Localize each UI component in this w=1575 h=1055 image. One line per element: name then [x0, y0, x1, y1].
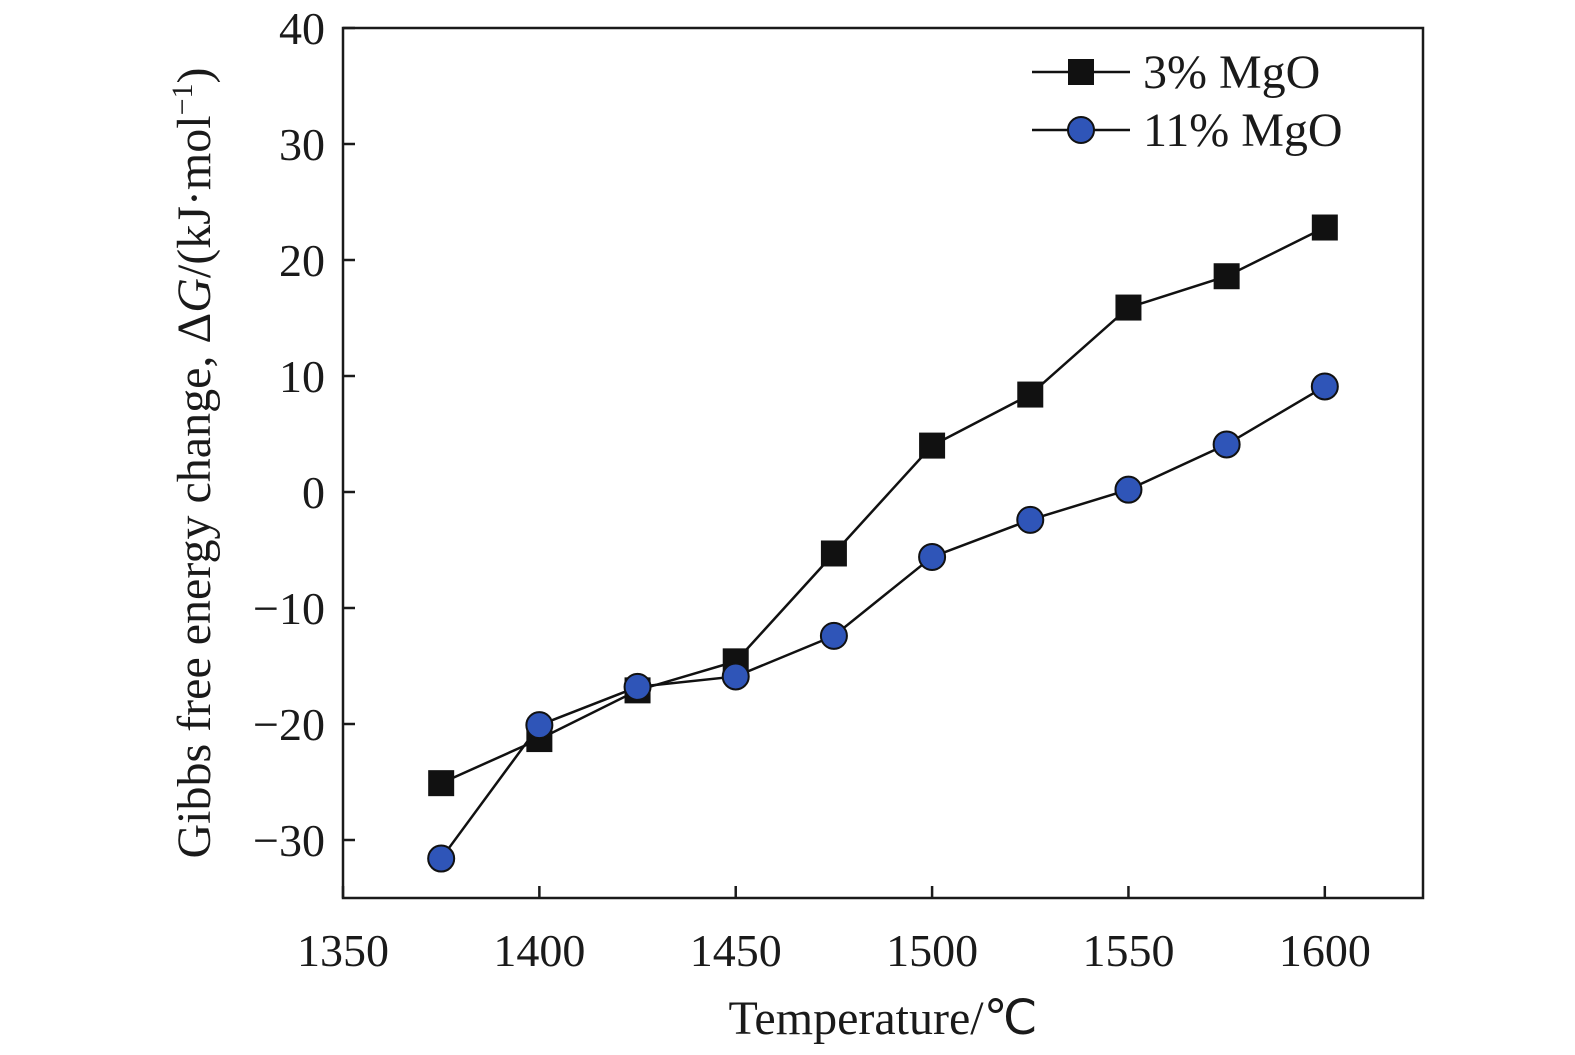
y-axis-title-unit: /(kJ·mol — [168, 115, 221, 278]
x-tick-label: 1600 — [1279, 925, 1371, 976]
data-point — [1016, 505, 1045, 534]
data-point — [918, 542, 947, 571]
y-tick-label: 20 — [279, 235, 325, 286]
legend-label: 3% MgO — [1143, 46, 1320, 99]
series-line — [440, 226, 1326, 785]
y-tick-label: −30 — [253, 815, 325, 866]
y-tick-label: −20 — [253, 699, 325, 750]
y-axis-title-italic: G — [168, 278, 221, 313]
plot-frame — [341, 26, 1425, 900]
y-tick-label: 10 — [279, 351, 325, 402]
series-layer — [427, 214, 1339, 873]
y-axis: −30 −20 −10 0 10 20 30 40 — [253, 3, 355, 866]
y-tick-label: 0 — [302, 467, 325, 518]
y-tick-label: 40 — [279, 3, 325, 54]
data-point — [820, 540, 847, 567]
series-line — [440, 385, 1326, 860]
data-point — [427, 844, 456, 873]
data-point — [1114, 475, 1143, 504]
y-axis-title: Gibbs free energy change, ΔG/(kJ·mol−1) — [166, 68, 221, 859]
y-axis-title-prefix: Gibbs free energy change, Δ — [168, 313, 221, 859]
x-tick-label: 1500 — [886, 925, 978, 976]
y-axis-title-superscript: −1 — [166, 83, 199, 115]
x-tick-label: 1550 — [1082, 925, 1174, 976]
data-point — [428, 770, 455, 797]
data-point — [819, 621, 848, 650]
y-tick-label: −10 — [253, 583, 325, 634]
x-tick-label: 1450 — [690, 925, 782, 976]
data-point — [1310, 372, 1339, 401]
legend-marker — [1068, 59, 1094, 85]
data-point — [1212, 430, 1241, 459]
x-tick-label: 1350 — [297, 925, 389, 976]
data-point — [1311, 214, 1338, 241]
data-point — [721, 662, 750, 691]
data-point — [1017, 381, 1044, 408]
x-axis: 1350 1400 1450 1500 1550 1600 — [297, 886, 1371, 976]
data-point — [1213, 263, 1240, 290]
series-2 — [427, 372, 1339, 873]
y-axis-title-close: ) — [168, 68, 221, 84]
legend-item: 11% MgO — [1032, 104, 1343, 157]
series-1 — [428, 214, 1338, 797]
y-tick-label: 30 — [279, 119, 325, 170]
data-point — [1115, 294, 1142, 321]
x-axis-title: Temperature/℃ — [728, 992, 1037, 1045]
data-point — [919, 432, 946, 459]
legend-label: 11% MgO — [1143, 104, 1343, 157]
x-tick-label: 1400 — [493, 925, 585, 976]
data-point — [623, 672, 652, 701]
data-point — [525, 711, 554, 740]
legend-marker — [1067, 116, 1095, 144]
legend-item: 3% MgO — [1032, 46, 1320, 99]
